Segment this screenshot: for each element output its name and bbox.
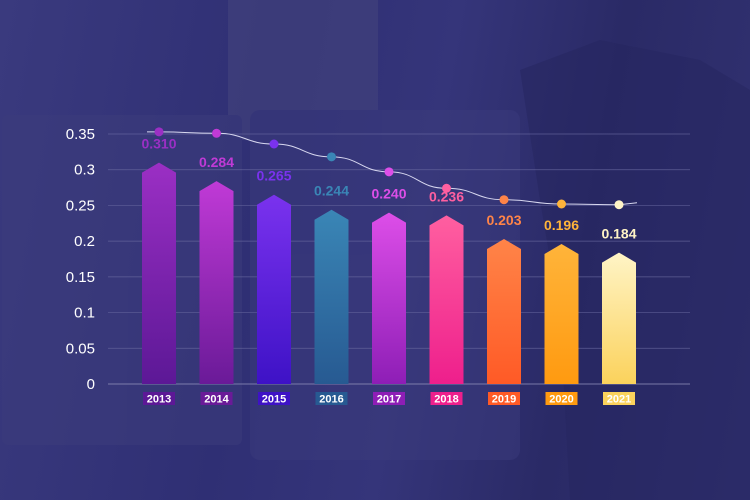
y-axis-ticks: 0 0.05 0.1 0.15 0.2 0.25 0.3 0.35 — [66, 126, 95, 393]
bars — [142, 162, 636, 384]
x-tick-label-2021: 2021 — [607, 394, 631, 406]
value-labels: 0.310 0.284 0.265 0.244 0.240 0.236 0.203 0.196… — [141, 136, 636, 242]
year-label-box-2020 — [545, 392, 578, 405]
bar-2014 — [199, 181, 234, 384]
trend-point-2014 — [212, 128, 221, 138]
x-tick-label-2018: 2018 — [434, 394, 458, 406]
x-tick-label-2013: 2013 — [147, 394, 171, 406]
bar-2015 — [257, 194, 291, 384]
x-tick-label-2015: 2015 — [262, 394, 286, 406]
background-box — [2, 115, 242, 445]
value-label-2013: 0.310 — [141, 136, 176, 152]
year-label-box-2013 — [143, 392, 175, 405]
bar-2021 — [602, 252, 636, 384]
year-label-box-2021 — [603, 392, 635, 405]
trend-point-2015 — [269, 139, 279, 149]
bar-2018 — [429, 215, 464, 384]
year-label-box-2019 — [488, 392, 520, 405]
y-tick-label: 0.15 — [66, 269, 95, 286]
value-label-2019: 0.203 — [486, 212, 521, 228]
y-tick-label: 0.3 — [74, 162, 95, 179]
trend-point-2021 — [614, 200, 624, 210]
trend-point-2017 — [384, 167, 394, 177]
value-label-2015: 0.265 — [256, 168, 291, 184]
year-label-box-2015 — [258, 392, 290, 405]
x-tick-label-2020: 2020 — [549, 394, 573, 406]
value-label-2020: 0.196 — [544, 217, 579, 233]
year-label-box-2016 — [315, 392, 348, 405]
y-tick-label: 0.1 — [74, 305, 95, 322]
y-tick-label: 0.2 — [74, 233, 95, 250]
value-label-2021: 0.184 — [601, 226, 636, 242]
y-tick-label: 0.05 — [66, 340, 95, 357]
year-label-box-2017 — [373, 392, 405, 405]
bar-2016 — [314, 209, 349, 384]
trend-point-2013 — [154, 127, 164, 137]
value-label-2017: 0.240 — [371, 186, 406, 202]
x-axis-labels: 2013 2014 2015 2016 2017 2018 2019 2020 2021 — [143, 392, 635, 406]
value-label-2018: 0.236 — [429, 188, 464, 204]
trend-point-2020 — [557, 199, 566, 209]
year-label-box-2014 — [200, 392, 233, 405]
value-label-2016: 0.244 — [314, 183, 349, 199]
trend-point-2018 — [442, 183, 451, 193]
y-tick-label: 0 — [87, 376, 95, 393]
year-label-box-2018 — [430, 392, 463, 405]
x-tick-label-2016: 2016 — [319, 394, 343, 406]
trend-line — [147, 127, 638, 210]
bar-2019 — [487, 239, 521, 384]
bar-2017 — [372, 212, 406, 384]
x-tick-label-2017: 2017 — [377, 394, 401, 406]
bar-2020 — [544, 244, 579, 384]
bar-2013 — [142, 162, 176, 384]
x-tick-label-2014: 2014 — [204, 394, 229, 406]
y-tick-label: 0.25 — [66, 197, 95, 214]
trend-point-2016 — [327, 152, 336, 162]
value-label-2014: 0.284 — [199, 154, 234, 170]
trend-point-2019 — [499, 195, 509, 205]
y-tick-label: 0.35 — [66, 126, 95, 143]
x-tick-label-2019: 2019 — [492, 394, 516, 406]
